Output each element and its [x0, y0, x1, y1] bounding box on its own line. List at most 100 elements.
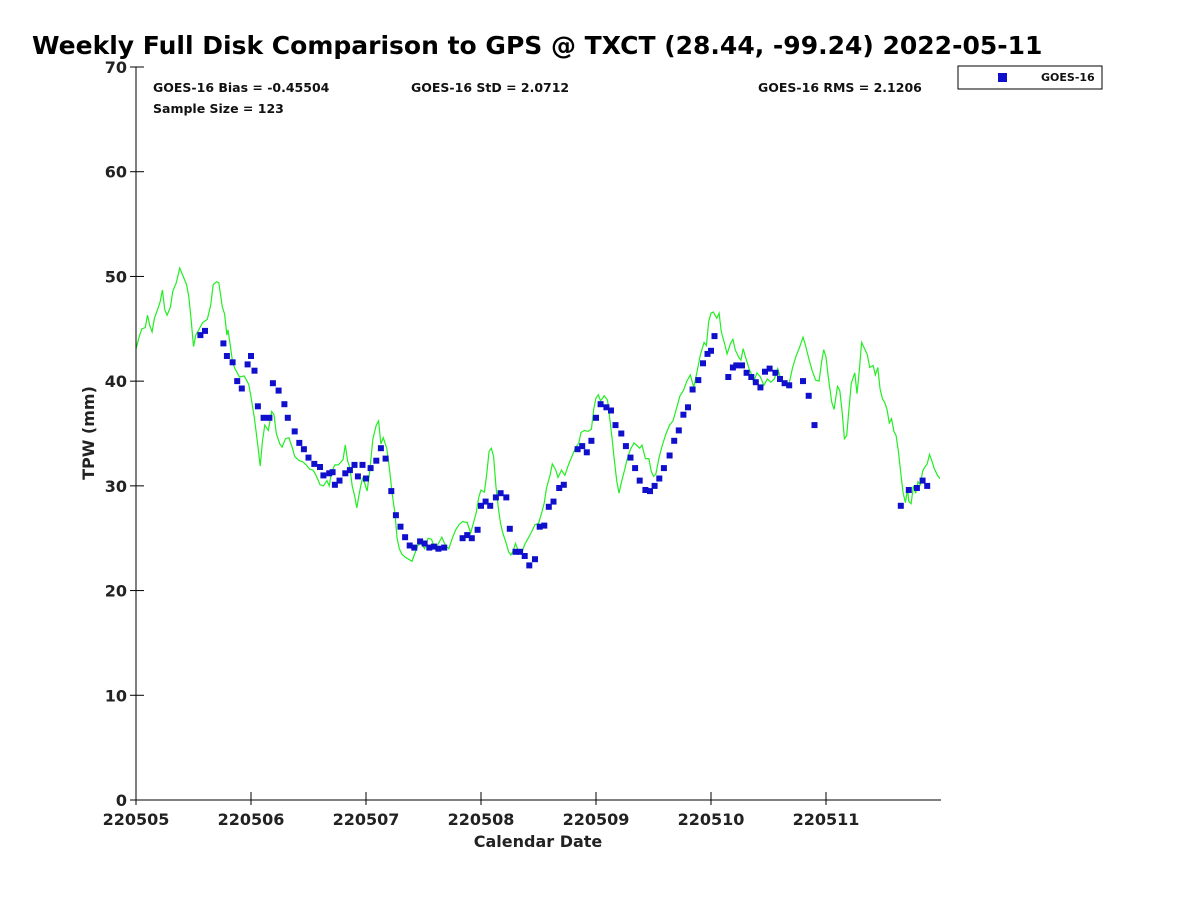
stat-sample-size: Sample Size = 123 — [153, 101, 284, 116]
goes-16-point-86 — [642, 487, 649, 493]
goes-16-point-111 — [766, 365, 773, 372]
goes-16-point-96 — [689, 386, 696, 393]
x-tick-label-3: 220508 — [448, 810, 515, 829]
goes-16-point-21 — [311, 460, 318, 467]
goes-16-point-13 — [269, 380, 276, 387]
goes-16-point-79 — [608, 407, 614, 414]
goes-16-point-87 — [647, 488, 653, 495]
y-tick-label-6: 60 — [105, 163, 127, 182]
x-tick-label-5: 220510 — [678, 810, 745, 829]
y-axis-label: TPW (mm) — [79, 386, 98, 480]
goes-16-point-37 — [382, 455, 389, 462]
goes-16-point-99 — [704, 350, 711, 357]
y-tick-label-0: 0 — [116, 791, 127, 810]
legend-box — [957, 65, 1103, 90]
goes-16-point-39 — [392, 512, 399, 519]
x-tick-label-4: 220509 — [563, 810, 630, 829]
goes-16-point-89 — [656, 475, 663, 482]
goes-16-point-3 — [223, 353, 230, 359]
goes-16-point-54 — [478, 502, 484, 509]
goes-16-point-16 — [284, 414, 291, 421]
goes-16-point-14 — [275, 387, 282, 394]
goes-16-point-69 — [550, 498, 557, 505]
goes-16-point-48 — [435, 545, 442, 552]
gps-line — [135, 266, 941, 563]
goes-16-point-22 — [317, 464, 323, 470]
goes-16-point-90 — [660, 465, 667, 472]
goes-16-point-91 — [666, 452, 673, 459]
goes-16-point-82 — [622, 443, 629, 450]
x-tick-label-0: 220505 — [103, 810, 170, 829]
legend-label: GOES-16 — [1041, 71, 1095, 84]
goes-16-point-31 — [354, 473, 361, 480]
goes-16-point-122 — [919, 477, 926, 484]
stat-rms: GOES-16 RMS = 2.1206 — [758, 80, 922, 95]
x-tick-label-6: 220511 — [793, 810, 860, 829]
plot-background — [136, 67, 941, 800]
goes-16-point-97 — [695, 377, 702, 384]
goes-16-point-60 — [506, 525, 513, 532]
goes-16-point-106 — [743, 369, 750, 376]
goes-16-point-121 — [913, 485, 920, 491]
goes-16-point-103 — [729, 364, 736, 371]
goes-16-point-116 — [800, 378, 806, 385]
goes-16-point-7 — [244, 361, 251, 368]
goes-16-point-51 — [464, 532, 471, 539]
goes-16-point-112 — [772, 369, 779, 376]
goes-16-point-70 — [556, 485, 563, 491]
goes-16-point-85 — [636, 477, 643, 484]
goes-16-point-24 — [326, 470, 333, 477]
goes-16-point-119 — [897, 502, 904, 509]
goes-16-point-6 — [238, 385, 245, 392]
y-tick-label-3: 30 — [105, 477, 127, 496]
goes-16-point-77 — [597, 401, 604, 408]
goes-16-point-20 — [305, 454, 312, 461]
goes-16-point-5 — [234, 378, 241, 385]
goes-16-point-64 — [526, 562, 533, 569]
y-tick-label-4: 40 — [105, 372, 127, 391]
goes-16-point-95 — [685, 404, 691, 411]
goes-16-point-55 — [482, 498, 489, 505]
goes-16-point-10 — [254, 403, 261, 410]
goes-16-point-11 — [260, 414, 267, 421]
goes-16-point-15 — [281, 401, 288, 408]
x-tick-label-1: 220506 — [218, 810, 285, 829]
goes-16-point-100 — [708, 347, 714, 354]
goes-16-point-19 — [300, 446, 307, 453]
goes-16-point-49 — [441, 544, 448, 551]
goes-16-point-2 — [220, 340, 227, 347]
goes-16-point-108 — [752, 379, 759, 386]
goes-16-point-50 — [459, 535, 466, 542]
goes-16-point-68 — [545, 503, 552, 510]
goes-16-point-45 — [421, 540, 428, 547]
goes-16-point-65 — [532, 556, 538, 563]
goes-16-point-30 — [351, 461, 358, 468]
x-tick-label-2: 220507 — [333, 810, 400, 829]
goes-16-point-4 — [229, 359, 236, 366]
goes-16-point-110 — [762, 368, 768, 375]
goes-16-point-74 — [583, 449, 590, 456]
y-tick-label-5: 50 — [105, 267, 127, 286]
y-tick-label-1: 10 — [105, 686, 127, 705]
goes-16-point-46 — [426, 544, 433, 551]
axis-ticks: 0 10 20 30 40 50 60 70 220505 220506 220507 220508 2… — [103, 58, 860, 829]
goes-16-point-18 — [296, 439, 303, 446]
goes-16-point-62 — [517, 548, 524, 555]
goes-16-series — [197, 327, 931, 569]
goes-16-point-23 — [320, 472, 327, 479]
goes-16-point-9 — [251, 367, 258, 374]
goes-16-point-26 — [331, 481, 338, 488]
goes-16-point-120 — [905, 487, 912, 493]
goes-16-point-43 — [411, 544, 418, 551]
goes-16-point-123 — [924, 482, 931, 489]
goes-16-point-29 — [346, 467, 353, 474]
chart-title: Weekly Full Disk Comparison to GPS @ TXC… — [32, 31, 1042, 60]
goes-16-point-93 — [675, 427, 682, 434]
plot-area: 0 10 20 30 40 50 60 70 220505 220506 220507 220508 2… — [103, 58, 941, 829]
goes-16-point-113 — [777, 376, 783, 382]
goes-16-point-8 — [248, 353, 254, 359]
goes-16-point-61 — [512, 548, 519, 555]
goes-16-point-104 — [733, 362, 740, 369]
